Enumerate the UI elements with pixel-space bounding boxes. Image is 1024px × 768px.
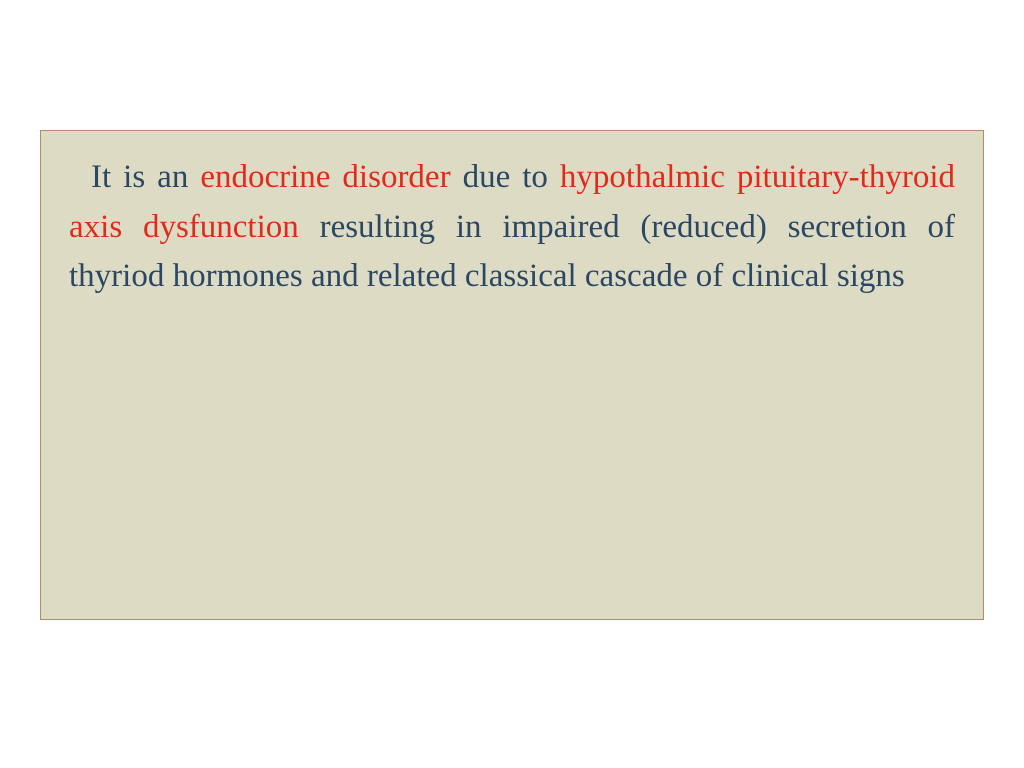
text-segment: due to <box>451 159 560 195</box>
text-segment-highlight: endocrine disorder <box>200 159 450 195</box>
definition-paragraph: It is an endocrine disorder due to hypot… <box>69 153 955 302</box>
slide: It is an endocrine disorder due to hypot… <box>0 0 1024 768</box>
text-segment: It is an <box>91 159 200 195</box>
content-box: It is an endocrine disorder due to hypot… <box>40 130 984 620</box>
